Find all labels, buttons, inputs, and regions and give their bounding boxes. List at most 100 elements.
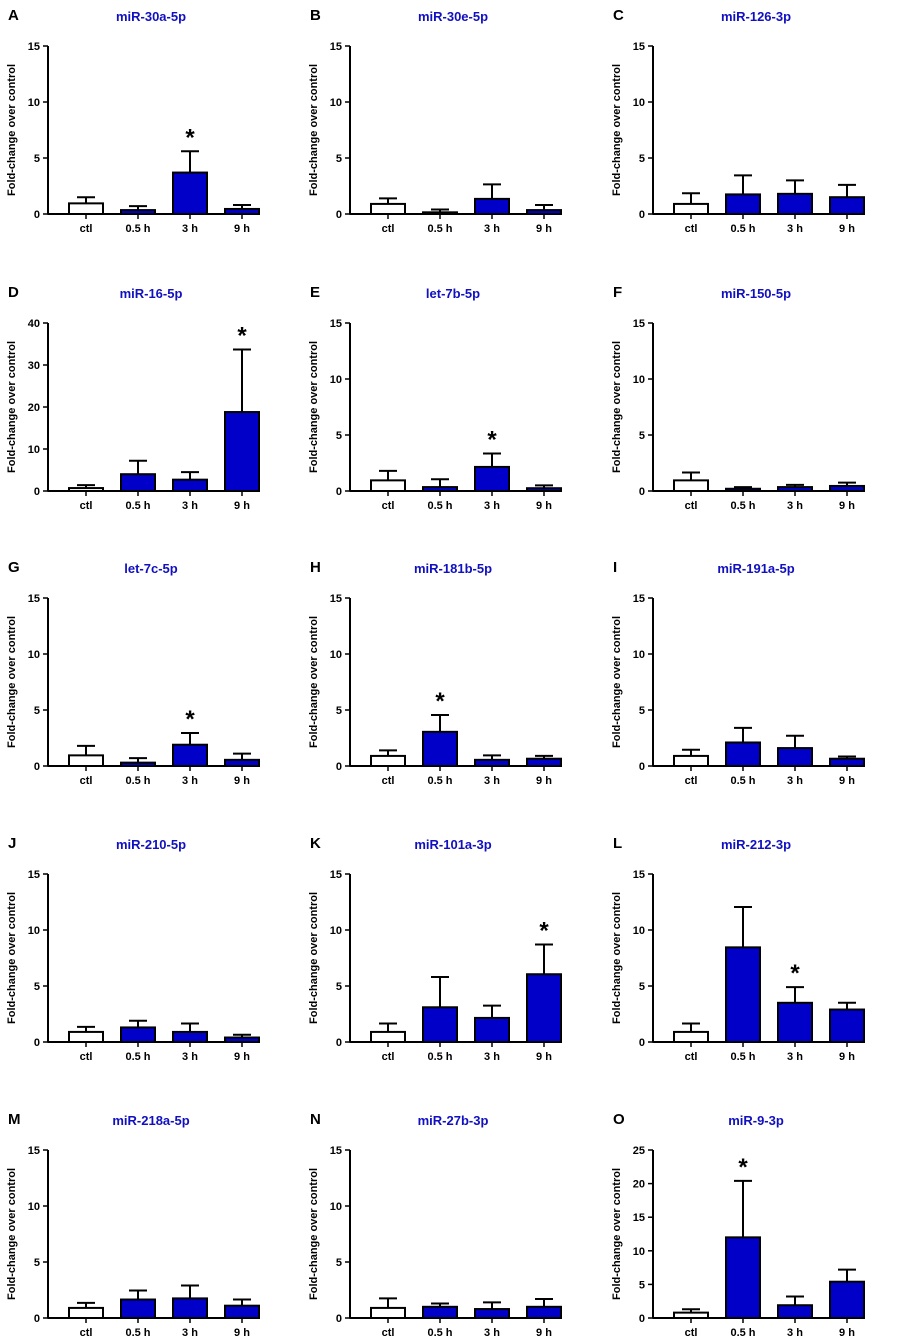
x-tick-label: ctl: [685, 775, 698, 787]
x-tick-label: ctl: [685, 223, 698, 235]
bar-3h: [777, 1001, 813, 1043]
significance-star: *: [185, 124, 195, 151]
y-tick-label: 20: [28, 402, 40, 414]
bar-ctl: [673, 1311, 709, 1320]
x-tick-label: ctl: [80, 223, 93, 235]
y-tick-label: 10: [330, 1201, 342, 1213]
x-tick-label: 9 h: [839, 223, 855, 235]
y-tick-label: 5: [34, 1257, 40, 1269]
x-tick-label: 3 h: [182, 775, 198, 787]
x-tick-label: 3 h: [787, 1327, 803, 1339]
bar-05h: [120, 209, 156, 216]
bar-05h: [725, 1236, 761, 1319]
bar-9h: [224, 758, 260, 768]
chart-title: miR-27b-3p: [418, 1113, 489, 1128]
bar-9h: [526, 757, 562, 767]
x-tick-label: 0.5 h: [125, 223, 150, 235]
chart-title: miR-30e-5p: [418, 9, 488, 24]
y-tick-label: 15: [633, 1212, 645, 1224]
y-tick-label: 10: [633, 97, 645, 109]
chart-title: let-7b-5p: [426, 286, 480, 301]
bar-05h: [725, 946, 761, 1043]
chart-title: miR-150-5p: [721, 286, 791, 301]
chart-title: miR-191a-5p: [717, 561, 794, 576]
y-tick-label: 0: [639, 1037, 645, 1049]
panel-letter: E: [310, 284, 320, 301]
bar-3h: [474, 758, 510, 768]
y-tick-label: 15: [330, 869, 342, 881]
bar-9h: [224, 207, 260, 216]
bar-9h: [526, 973, 562, 1043]
chart-title: let-7c-5p: [124, 561, 178, 576]
y-tick-label: 0: [34, 209, 40, 221]
x-tick-label: 0.5 h: [730, 500, 755, 512]
x-tick-label: 0.5 h: [125, 775, 150, 787]
bar-9h: [224, 411, 260, 493]
y-tick-label: 5: [639, 430, 645, 442]
x-tick-label: 0.5 h: [427, 1051, 452, 1063]
significance-star: *: [435, 688, 445, 715]
y-tick-label: 20: [633, 1179, 645, 1191]
bar-9h: [526, 1305, 562, 1320]
x-tick-label: ctl: [685, 500, 698, 512]
bar-ctl: [68, 1306, 104, 1320]
bar-9h: [829, 196, 865, 215]
bar-9h: [829, 757, 865, 767]
x-tick-label: 3 h: [787, 500, 803, 512]
x-tick-label: 0.5 h: [730, 775, 755, 787]
x-tick-label: 0.5 h: [730, 1327, 755, 1339]
x-tick-label: 0.5 h: [125, 500, 150, 512]
y-tick-label: 40: [28, 318, 40, 330]
significance-star: *: [539, 918, 549, 945]
y-axis-label: Fold-change over control: [611, 892, 623, 1024]
y-tick-label: 10: [28, 444, 40, 456]
x-tick-label: 9 h: [234, 500, 250, 512]
x-tick-label: 0.5 h: [730, 223, 755, 235]
significance-star: *: [790, 960, 800, 987]
y-tick-label: 0: [639, 761, 645, 773]
bar-05h: [422, 1006, 458, 1044]
x-tick-label: 0.5 h: [125, 1327, 150, 1339]
bar-ctl: [370, 479, 406, 492]
bar-9h: [224, 1036, 260, 1044]
y-tick-label: 0: [639, 209, 645, 221]
bar-05h: [725, 487, 761, 493]
y-axis-label: Fold-change over control: [308, 64, 320, 196]
chart-title: miR-101a-3p: [414, 837, 491, 852]
x-tick-label: 3 h: [787, 775, 803, 787]
x-tick-label: 0.5 h: [427, 223, 452, 235]
y-axis-label: Fold-change over control: [6, 64, 18, 196]
y-axis-label: Fold-change over control: [308, 616, 320, 748]
x-tick-label: 0.5 h: [427, 775, 452, 787]
panel-letter: B: [310, 7, 321, 24]
y-tick-label: 10: [330, 374, 342, 386]
y-tick-label: 15: [633, 318, 645, 330]
y-tick-label: 5: [336, 981, 342, 993]
x-tick-label: ctl: [382, 500, 395, 512]
y-tick-label: 15: [330, 41, 342, 53]
x-tick-label: ctl: [685, 1051, 698, 1063]
y-tick-label: 5: [34, 705, 40, 717]
x-tick-label: 3 h: [484, 223, 500, 235]
x-tick-label: 3 h: [787, 223, 803, 235]
x-tick-label: 9 h: [536, 500, 552, 512]
y-tick-label: 0: [336, 1313, 342, 1325]
y-tick-label: 10: [28, 97, 40, 109]
x-tick-label: 3 h: [182, 1327, 198, 1339]
bar-05h: [422, 211, 458, 216]
x-tick-label: ctl: [80, 1051, 93, 1063]
x-tick-label: 3 h: [182, 223, 198, 235]
y-axis-label: Fold-change over control: [611, 64, 623, 196]
panel-letter: L: [613, 835, 622, 852]
